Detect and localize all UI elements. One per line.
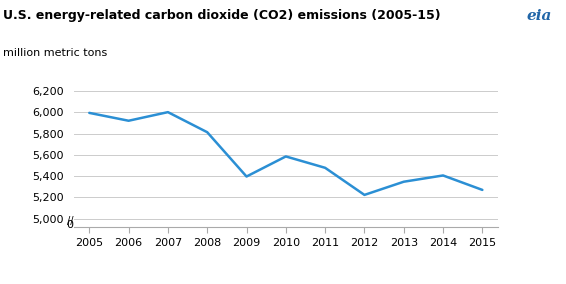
Text: //: // <box>67 216 74 226</box>
Text: U.S. energy-related carbon dioxide (CO2) emissions (2005-15): U.S. energy-related carbon dioxide (CO2)… <box>3 9 440 22</box>
Text: eia: eia <box>526 9 552 22</box>
Text: 0: 0 <box>67 220 74 229</box>
Text: million metric tons: million metric tons <box>3 48 107 58</box>
